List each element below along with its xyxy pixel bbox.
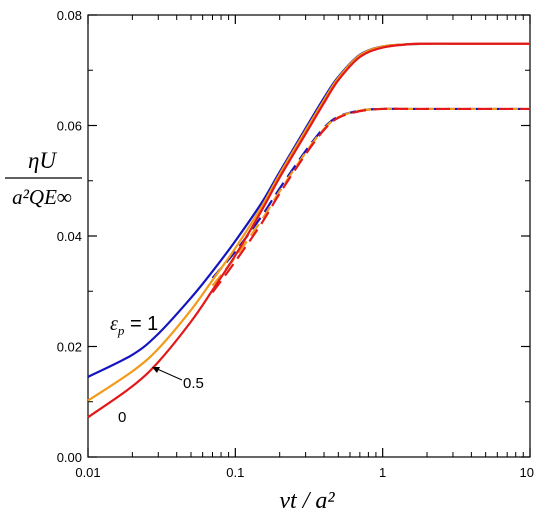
annotation-epsilon-p: εp = 1	[110, 313, 158, 338]
series-line-dashed-3	[211, 107, 530, 279]
y-tick-label: 0.06	[57, 119, 82, 134]
annotation-epsilon-subscript: p	[117, 323, 125, 338]
y-tick-label: 0.08	[57, 8, 82, 23]
y-tick-label: 0.02	[57, 340, 82, 355]
annotation-epsilon-value: = 1	[124, 313, 158, 335]
series-line-dashed-4	[211, 107, 530, 287]
y-axis-label-numerator: ηU	[28, 148, 57, 173]
y-tick-label: 0.00	[57, 450, 82, 465]
y-tick-label: 0.04	[57, 229, 82, 244]
plot-frame	[87, 14, 531, 458]
x-tick-label: 0.1	[226, 465, 244, 480]
annotation-label-0-5: 0.5	[183, 375, 204, 392]
series-line-dashed-5	[211, 107, 530, 294]
annotation-epsilon-symbol: ε	[110, 313, 118, 335]
annotation-pointer-line	[154, 367, 183, 381]
x-axis-label: νt / a²	[279, 488, 335, 514]
annotation-pointer-arrowhead	[152, 367, 160, 373]
annotation-label-0: 0	[118, 409, 126, 426]
series-line-solid-0-5	[87, 42, 530, 402]
x-tick-label: 1	[379, 465, 386, 480]
series-layer	[87, 42, 530, 419]
y-axis-label-denominator: a²QE∞	[12, 185, 72, 209]
series-line-solid-0	[87, 42, 530, 419]
x-tick-label: 10	[520, 465, 534, 480]
axis-ticks: 0.01 0.1 1 10 0.00 0.02 0.04 0.06 0.08	[57, 8, 534, 480]
x-tick-label: 0.01	[75, 465, 100, 480]
